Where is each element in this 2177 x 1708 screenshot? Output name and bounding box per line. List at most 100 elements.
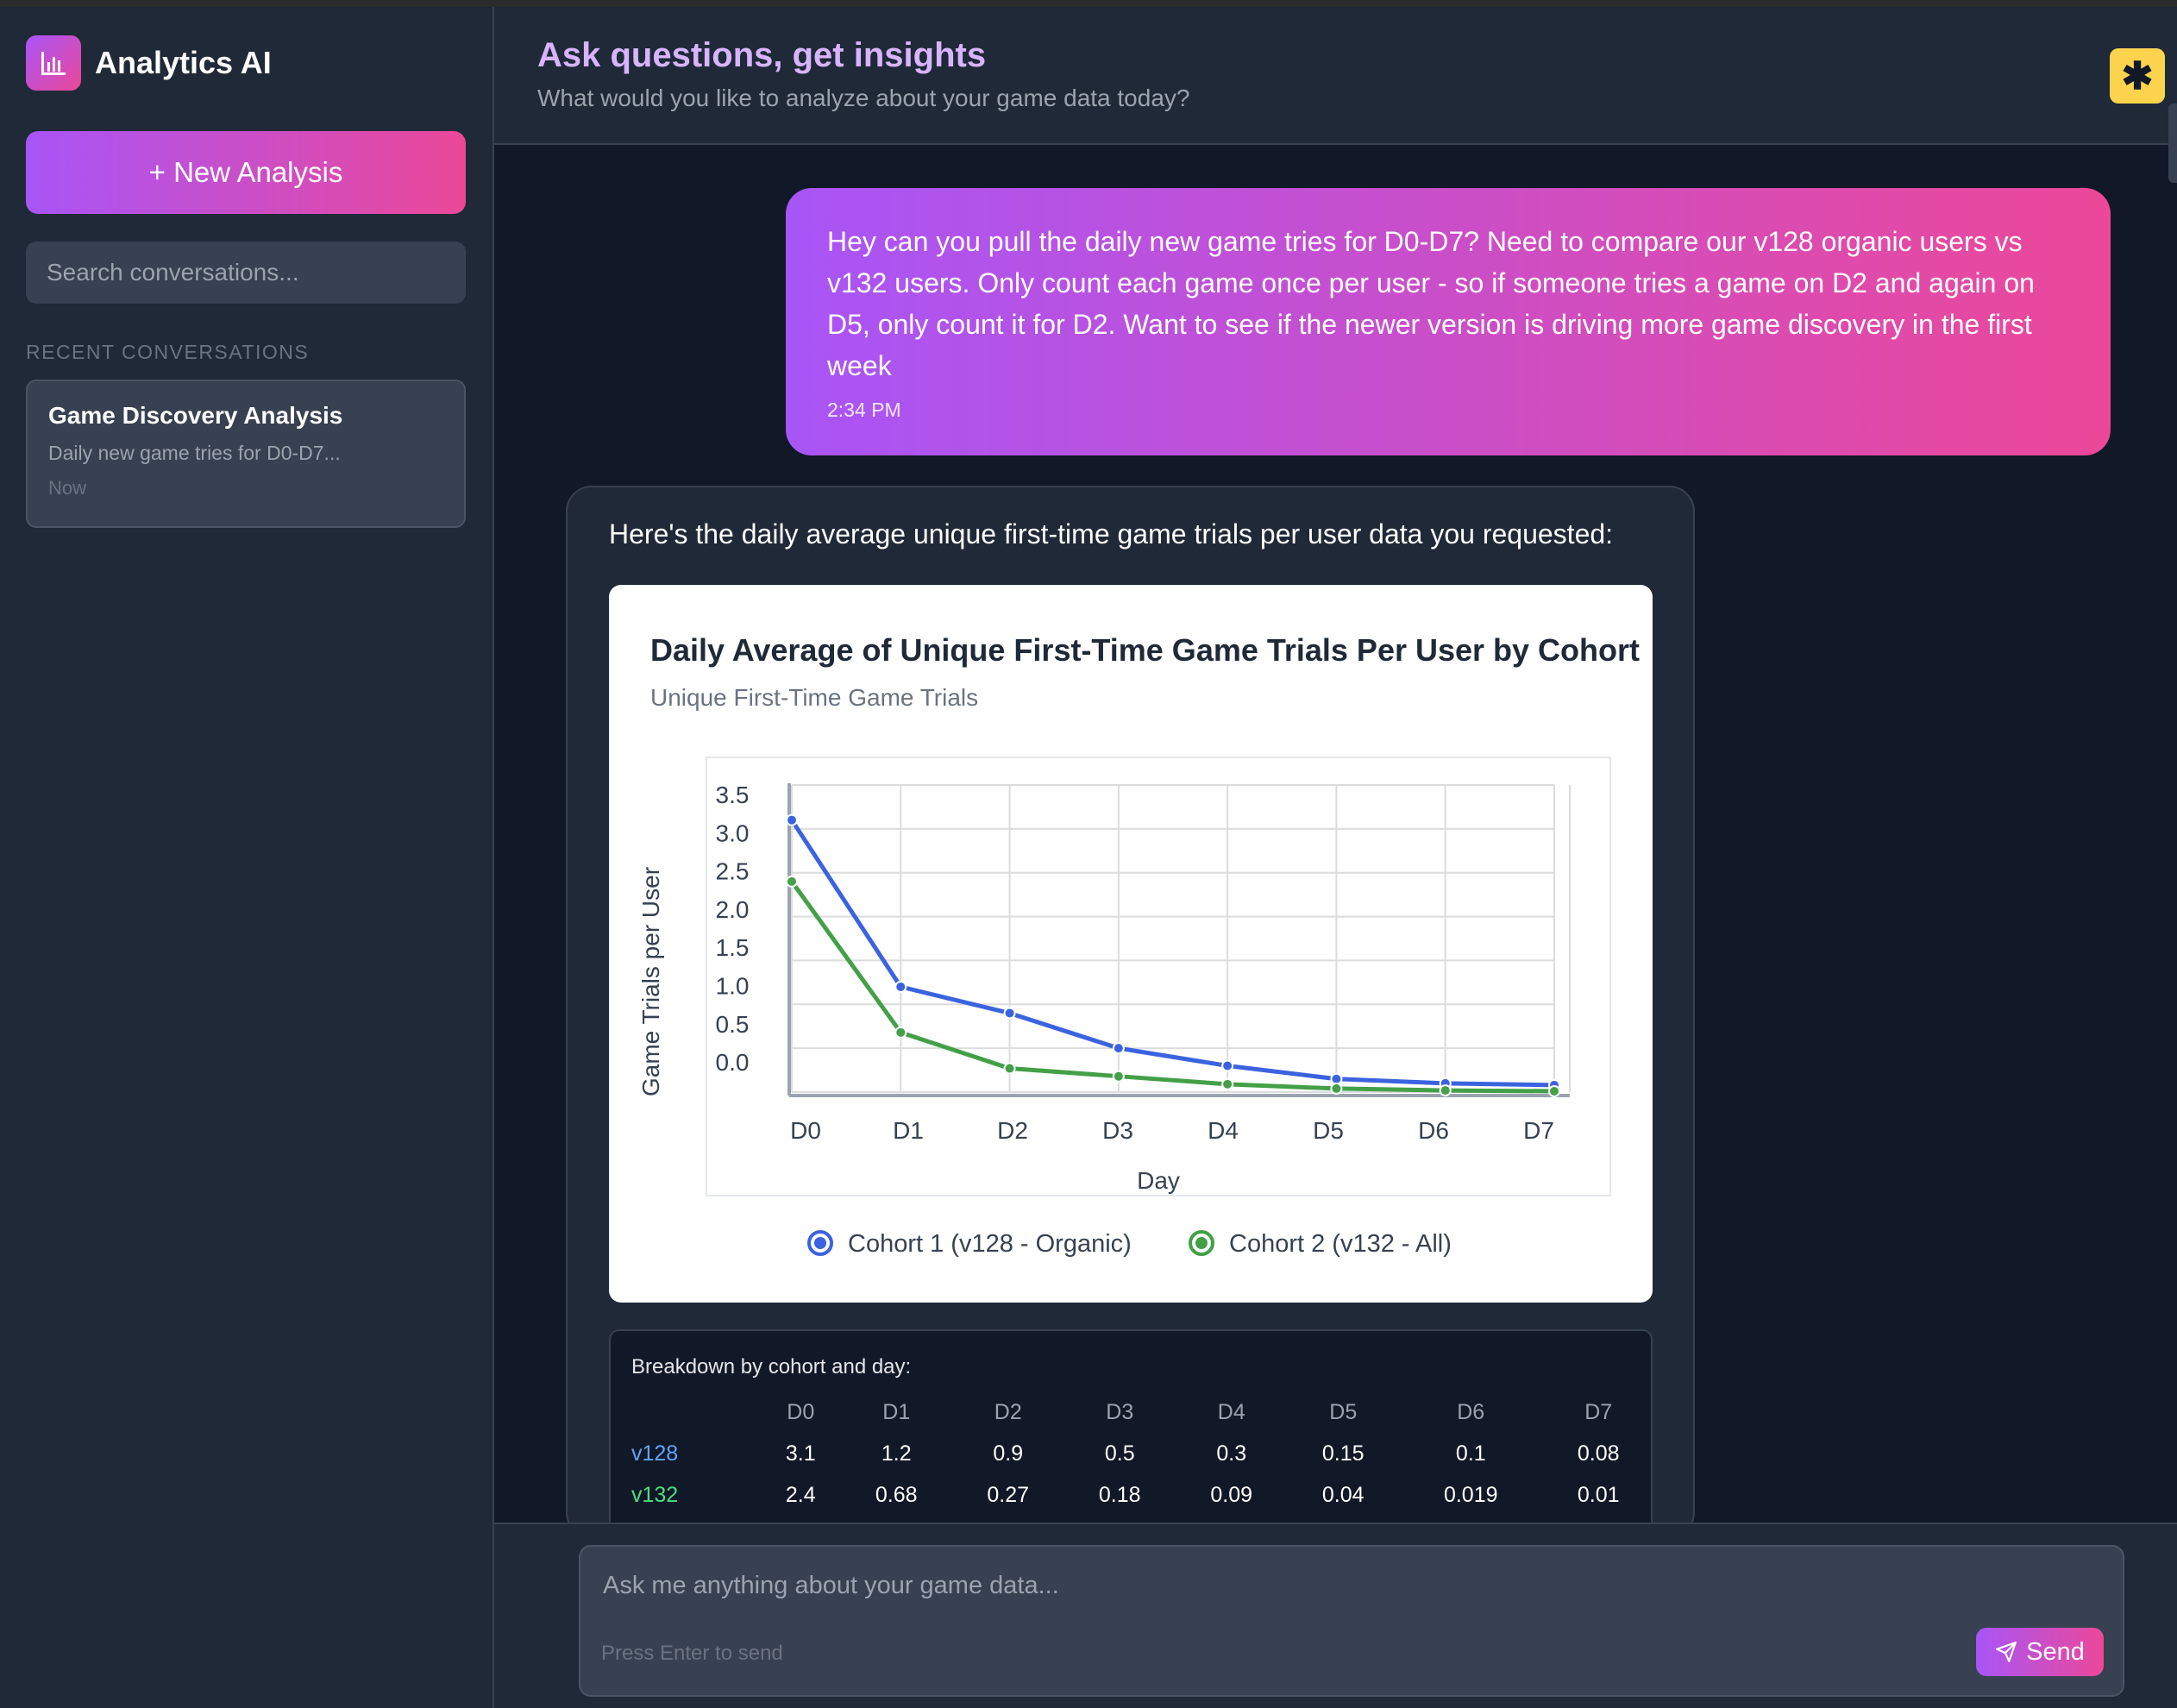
table-cell: 0.1 bbox=[1455, 1441, 1486, 1466]
data-point-2 bbox=[1548, 1084, 1560, 1097]
plot-frame bbox=[706, 757, 1611, 1196]
message-input[interactable] bbox=[601, 1560, 2071, 1611]
column-header: D6 bbox=[1457, 1399, 1485, 1424]
table-cell: 3.1 bbox=[785, 1441, 816, 1466]
table-cell: 0.18 bbox=[1098, 1482, 1141, 1507]
table-row: v132 2.4 0.68 0.27 0.18 0.09 0.04 0.019 … bbox=[611, 1474, 1651, 1516]
column-header: D7 bbox=[1584, 1399, 1613, 1424]
data-point-2 bbox=[1112, 1070, 1125, 1083]
table-row: v128 3.1 1.2 0.9 0.5 0.3 0.15 0.1 0.08 bbox=[611, 1433, 1651, 1474]
send-button[interactable]: Send bbox=[1976, 1628, 2104, 1676]
y-tick-label: 1.5 bbox=[716, 934, 750, 961]
breakdown-panel: Breakdown by cohort and day: D0 D1 D2 D3… bbox=[609, 1329, 1653, 1536]
y-tick-label: 2.0 bbox=[716, 896, 750, 923]
y-tick-label: 3.0 bbox=[716, 819, 750, 846]
breakdown-title: Breakdown by cohort and day: bbox=[631, 1355, 912, 1378]
recent-conversations-heading: RECENT CONVERSATIONS bbox=[26, 341, 310, 363]
breakdown-table: D0 D1 D2 D3 D4 D5 D6 D7 v128 3.1 1.2 0.9… bbox=[611, 1391, 1651, 1516]
table-cell: 0.08 bbox=[1577, 1441, 1620, 1466]
chart-subtitle: Unique First-Time Game Trials bbox=[650, 684, 979, 711]
legend-marker-dot-2 bbox=[1195, 1237, 1208, 1249]
table-cell: 0.15 bbox=[1321, 1441, 1365, 1466]
conversation-time: Now bbox=[48, 477, 87, 499]
brand-name: Analytics AI bbox=[95, 45, 272, 80]
data-point-1 bbox=[786, 813, 798, 826]
column-header: D4 bbox=[1217, 1399, 1245, 1424]
table-cell: 0.04 bbox=[1321, 1482, 1365, 1507]
column-header: D5 bbox=[1329, 1399, 1358, 1424]
series-line-1 bbox=[789, 819, 1555, 1088]
data-point-1 bbox=[1112, 1042, 1125, 1055]
column-header: D0 bbox=[787, 1399, 815, 1424]
data-point-1 bbox=[894, 980, 907, 993]
data-point-2 bbox=[894, 1026, 907, 1039]
composer: Press Enter to send Send bbox=[494, 1523, 2177, 1708]
page-title: Ask questions, get insights bbox=[537, 36, 987, 74]
data-point-2 bbox=[1330, 1082, 1343, 1095]
x-tick-label: D7 bbox=[1523, 1117, 1554, 1144]
conversation-title: Game Discovery Analysis bbox=[48, 402, 343, 429]
chart-card: Daily Average of Unique First-Time Game … bbox=[609, 585, 1653, 1303]
data-point-1 bbox=[1003, 1007, 1016, 1020]
column-header: D2 bbox=[994, 1399, 1022, 1424]
y-tick-label: 3.5 bbox=[716, 782, 750, 808]
legend-marker-dot-1 bbox=[814, 1237, 826, 1249]
composer-box: Press Enter to send Send bbox=[579, 1545, 2124, 1697]
legend-label-2: Cohort 2 (v132 - All) bbox=[1229, 1230, 1452, 1258]
user-message: Hey can you pull the daily new game trie… bbox=[786, 188, 2111, 455]
main-header: Ask questions, get insights What would y… bbox=[494, 7, 2177, 145]
table-cell: 0.01 bbox=[1577, 1482, 1620, 1507]
assistant-intro-text: Here's the daily average unique first-ti… bbox=[609, 518, 1614, 549]
x-tick-label: D1 bbox=[893, 1117, 924, 1144]
scrollbar-thumb[interactable] bbox=[2168, 104, 2177, 183]
data-point-2 bbox=[1439, 1084, 1452, 1097]
row-label-v132: v132 bbox=[631, 1482, 679, 1507]
table-cell: 2.4 bbox=[785, 1482, 816, 1507]
table-cell: 0.019 bbox=[1443, 1482, 1498, 1507]
y-tick-label: 1.0 bbox=[716, 973, 750, 1000]
x-tick-label: D3 bbox=[1102, 1117, 1133, 1144]
table-cell: 0.27 bbox=[987, 1482, 1030, 1507]
row-label-v128: v128 bbox=[631, 1441, 679, 1466]
table-corner-cell bbox=[611, 1391, 761, 1433]
chart-title: Daily Average of Unique First-Time Game … bbox=[650, 632, 1641, 668]
x-tick-label: D0 bbox=[790, 1117, 821, 1144]
y-tick-label: 2.5 bbox=[716, 858, 750, 885]
x-tick-label: D6 bbox=[1418, 1117, 1449, 1144]
y-axis-title: Game Trials per User bbox=[637, 867, 664, 1096]
x-axis-title: Day bbox=[1137, 1167, 1180, 1194]
legend-label-1: Cohort 1 (v128 - Organic) bbox=[848, 1230, 1132, 1258]
table-cell: 0.3 bbox=[1216, 1441, 1247, 1466]
search-conversations-input[interactable] bbox=[26, 242, 466, 304]
window-top-border bbox=[0, 0, 2177, 7]
conversation-item[interactable]: Game Discovery Analysis Daily new game t… bbox=[26, 380, 466, 528]
user-message-text: Hey can you pull the daily new game trie… bbox=[827, 226, 2035, 381]
data-point-2 bbox=[1221, 1077, 1234, 1090]
table-cell: 0.5 bbox=[1104, 1441, 1135, 1466]
series-line-2 bbox=[789, 880, 1555, 1094]
table-cell: 0.9 bbox=[993, 1441, 1024, 1466]
data-point-1 bbox=[1221, 1059, 1234, 1072]
page-subtitle: What would you like to analyze about you… bbox=[537, 85, 1190, 111]
line-chart: 3.5 3.0 2.5 2.0 1.5 1.0 0.5 0.0 D0 D1 D2 D3 D4 D5 D6 D7… bbox=[637, 757, 1611, 1258]
column-header: D1 bbox=[882, 1399, 911, 1424]
table-cell: 1.2 bbox=[881, 1441, 912, 1466]
column-header: D3 bbox=[1106, 1399, 1134, 1424]
brand[interactable]: Analytics AI bbox=[26, 35, 272, 91]
x-tick-label: D5 bbox=[1313, 1117, 1344, 1144]
assistant-message: Here's the daily average unique first-ti… bbox=[566, 486, 1695, 1538]
sidebar: Analytics AI + New Analysis RECENT CONVE… bbox=[0, 7, 494, 1708]
table-cell: 0.09 bbox=[1210, 1482, 1253, 1507]
y-tick-label: 0.0 bbox=[716, 1049, 750, 1076]
data-point-2 bbox=[1003, 1062, 1016, 1075]
bar-chart-icon bbox=[26, 35, 81, 91]
table-header-row: D0 D1 D2 D3 D4 D5 D6 D7 bbox=[611, 1391, 1651, 1433]
send-button-label: Send bbox=[2026, 1637, 2085, 1666]
conversation-preview: Daily new game tries for D0-D7... bbox=[48, 442, 341, 464]
asterisk-icon[interactable]: ✱ bbox=[2110, 48, 2165, 104]
new-analysis-button[interactable]: + New Analysis bbox=[26, 131, 466, 214]
y-tick-label: 0.5 bbox=[716, 1011, 750, 1038]
x-tick-label: D2 bbox=[997, 1117, 1028, 1144]
data-point-2 bbox=[786, 875, 798, 888]
x-tick-label: D4 bbox=[1208, 1117, 1239, 1144]
